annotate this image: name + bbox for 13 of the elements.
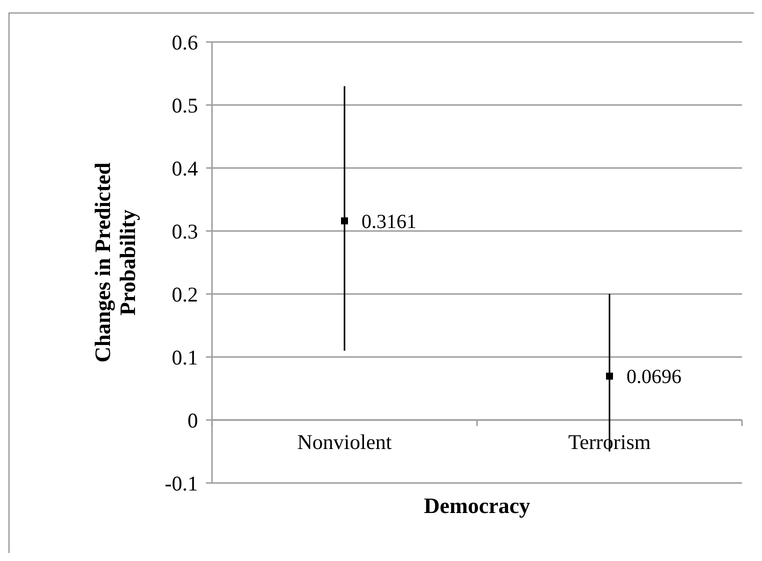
y-tick-label: 0 xyxy=(188,408,198,432)
data-label: 0.0696 xyxy=(626,366,682,388)
data-label: 0.3161 xyxy=(362,210,416,233)
y-tick-label: 0.6 xyxy=(172,30,198,54)
y-tick-label: 0.3 xyxy=(172,219,198,244)
y-tick-label: 0.1 xyxy=(172,345,198,370)
y-axis-title: Changes in Predicted Probability xyxy=(90,162,140,363)
x-tick-label: Nonviolent xyxy=(297,430,392,454)
y-tick-label: 0.5 xyxy=(172,93,198,118)
x-axis-title: Democracy xyxy=(424,493,530,518)
y-tick-label: -0.1 xyxy=(164,471,198,496)
y-tick-label: 0.2 xyxy=(172,282,198,306)
y-tick-label: 0.4 xyxy=(172,156,198,180)
